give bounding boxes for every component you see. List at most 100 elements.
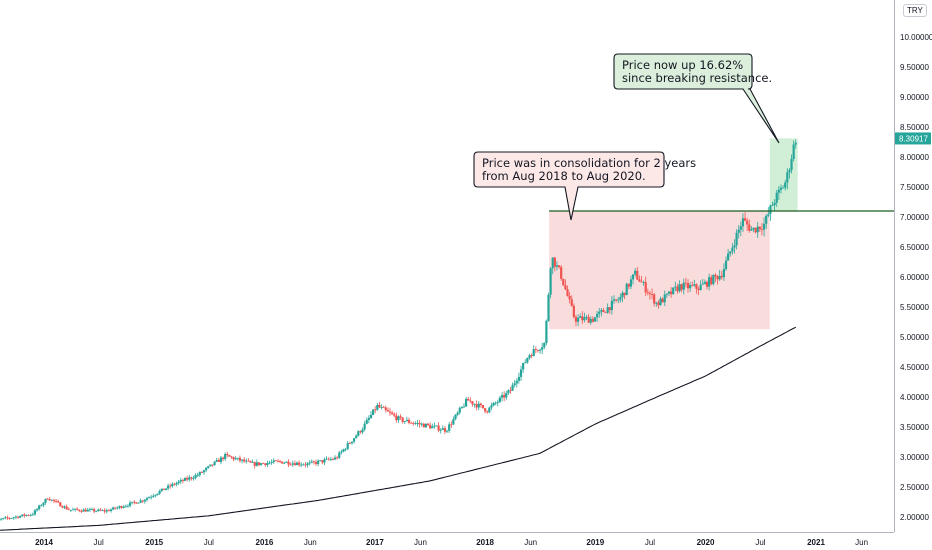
candle — [302, 463, 305, 466]
candle — [63, 505, 66, 510]
candle — [283, 461, 286, 465]
candle — [538, 348, 542, 354]
candle — [382, 405, 385, 408]
candle — [532, 345, 535, 357]
candle — [693, 279, 696, 287]
candle — [249, 460, 252, 463]
candle — [667, 290, 671, 297]
candle — [359, 430, 362, 434]
candle — [591, 316, 594, 323]
candle — [386, 407, 389, 412]
candle — [255, 459, 258, 467]
candle — [371, 409, 375, 416]
candle — [325, 456, 328, 460]
candle — [435, 425, 438, 427]
candle — [86, 507, 89, 512]
candle — [6, 515, 9, 520]
candle — [775, 189, 778, 207]
candle — [760, 223, 764, 236]
candle — [712, 274, 715, 286]
currency-badge[interactable]: TRY — [903, 4, 927, 17]
candle — [443, 426, 447, 435]
candle — [570, 295, 573, 307]
candle — [278, 459, 282, 464]
candle — [701, 278, 704, 285]
candle — [211, 464, 214, 468]
candle — [393, 412, 396, 418]
candle — [481, 405, 485, 409]
candle — [10, 517, 13, 519]
candle — [327, 457, 330, 461]
candle — [547, 292, 550, 322]
candle — [54, 499, 58, 504]
candle — [551, 257, 554, 275]
candle — [253, 461, 256, 469]
candle — [350, 441, 354, 445]
candle — [500, 392, 504, 402]
candle — [363, 421, 366, 432]
candle — [99, 508, 102, 512]
candle — [623, 292, 626, 299]
candle — [473, 403, 476, 408]
candle — [469, 397, 472, 404]
candle — [735, 229, 738, 250]
candle — [412, 421, 415, 426]
candle — [21, 514, 24, 517]
x-tick-label: Jul — [645, 538, 655, 547]
candle — [14, 515, 18, 520]
candle — [300, 462, 303, 468]
candle — [40, 504, 43, 507]
x-tick-label: Jun — [524, 538, 537, 547]
x-tick-label: Jul — [204, 538, 214, 547]
candle — [281, 461, 284, 464]
x-tick-label: 2016 — [256, 538, 274, 547]
candle — [665, 293, 668, 299]
candle — [336, 455, 339, 460]
candle — [42, 502, 45, 508]
candle — [202, 469, 206, 475]
candle — [475, 400, 478, 411]
candle — [555, 261, 559, 271]
candle — [29, 513, 32, 517]
candle — [312, 460, 316, 465]
candle — [790, 154, 793, 174]
candle — [511, 382, 514, 391]
x-tick-label: 2014 — [35, 538, 53, 547]
x-tick-label: 2018 — [476, 538, 494, 547]
candle — [213, 461, 216, 466]
candle — [48, 496, 51, 501]
y-tick-label: 6.50000 — [900, 243, 929, 252]
candle — [340, 449, 343, 455]
candle — [581, 311, 584, 324]
candle — [746, 217, 749, 232]
candle — [44, 498, 47, 505]
candle — [124, 504, 127, 508]
candle — [699, 280, 702, 291]
candle — [600, 308, 603, 317]
candle — [19, 515, 22, 519]
candle — [33, 509, 37, 516]
y-tick-label: 6.00000 — [900, 273, 929, 282]
candle — [494, 401, 497, 406]
candle — [777, 186, 780, 200]
candle — [186, 475, 189, 482]
candle — [638, 275, 641, 283]
candle — [562, 278, 565, 287]
candle — [720, 270, 723, 280]
candle — [304, 461, 307, 468]
candle — [154, 494, 157, 498]
candle — [2, 517, 5, 520]
candle — [270, 459, 273, 465]
candle — [498, 395, 501, 404]
consolidation-callout-line: from Aug 2018 to Aug 2020. — [482, 169, 646, 183]
candle — [636, 266, 639, 280]
candle — [192, 475, 195, 481]
candle — [329, 456, 332, 462]
candle — [338, 450, 341, 459]
candle — [445, 429, 449, 434]
candle — [188, 474, 191, 482]
candle — [612, 295, 616, 304]
candle — [183, 477, 187, 482]
candle — [143, 498, 146, 504]
